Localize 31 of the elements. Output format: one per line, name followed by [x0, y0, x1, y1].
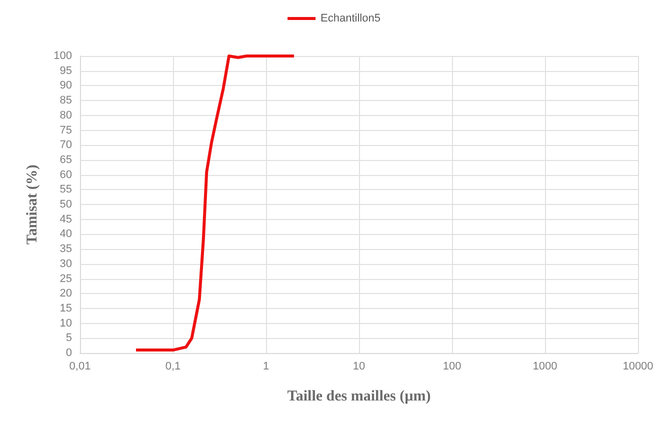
y-tick-label: 50	[60, 198, 72, 210]
y-tick-label: 40	[60, 228, 72, 240]
y-tick-label: 20	[60, 288, 72, 300]
y-tick-label: 80	[60, 109, 72, 122]
y-tick-label: 15	[60, 302, 72, 314]
x-tick-label: 100	[442, 360, 462, 372]
y-tick-label: 5	[66, 332, 72, 344]
x-tick-label: 10	[352, 360, 366, 372]
y-tick-label: 25	[60, 272, 72, 285]
y-tick-label: 75	[60, 124, 72, 136]
y-tick-label: 55	[60, 184, 72, 196]
y-tick-label: 95	[60, 64, 72, 77]
x-tick-label: 0,01	[69, 360, 91, 372]
y-tick-label: 60	[60, 168, 72, 181]
x-tick-label: 1	[262, 360, 270, 372]
y-tick-label: 90	[60, 80, 72, 92]
x-axis-title: Taille des mailles (µm)	[287, 388, 431, 404]
y-tick-label: 100	[54, 50, 72, 62]
y-tick-label: 85	[60, 94, 72, 107]
y-tick-label: 35	[60, 243, 72, 256]
x-tick-label: 1000	[532, 360, 558, 372]
x-tick-label: 10000	[622, 360, 654, 372]
y-tick-label: 30	[60, 258, 72, 270]
y-tick-label: 10	[60, 317, 72, 330]
y-tick-label: 45	[60, 213, 72, 226]
x-tick-label: 0,1	[165, 360, 181, 372]
y-axis-title: Tamisat (%)	[24, 164, 40, 244]
y-tick-label: 65	[60, 154, 72, 166]
y-tick-label: 0	[66, 347, 72, 359]
y-tick-label: 70	[60, 139, 72, 152]
legend-label: Echantillon5	[320, 12, 380, 24]
